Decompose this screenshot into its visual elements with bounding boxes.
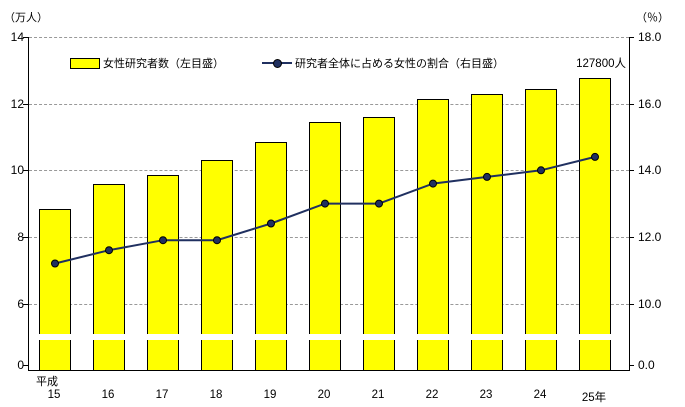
data-point-marker: [375, 199, 383, 208]
right-axis-tick-label: 14.0: [638, 163, 662, 178]
data-point-marker: [429, 179, 437, 188]
right-axis-tickmark: [629, 37, 634, 38]
bar-upper-segment: [417, 98, 449, 334]
bar-lower-segment: [309, 340, 341, 370]
right-axis-tickmark: [629, 303, 634, 305]
right-axis-tick-label: 18.0: [638, 30, 662, 44]
legend-line-label: 研究者全体に占める女性の割合（右目盛）: [295, 58, 504, 70]
data-point-marker: [213, 236, 221, 245]
data-point-marker: [159, 236, 167, 245]
gridline: [29, 37, 629, 38]
bar-upper-segment: [525, 88, 557, 334]
left-axis-tick-label: 12: [10, 96, 24, 111]
bar-upper-segment: [363, 116, 395, 334]
left-axis-tickmark: [23, 303, 28, 305]
x-axis-tick-label: 20: [317, 389, 331, 401]
right-axis-tick-label: 10.0: [638, 296, 662, 311]
x-axis-tick-label: 19: [263, 389, 277, 401]
bar-lower-segment: [147, 340, 179, 370]
right-axis-tickmark: [629, 236, 634, 238]
data-point-marker: [483, 172, 491, 181]
bar-lower-segment: [201, 340, 233, 370]
left-axis-tick-label: 10: [10, 163, 24, 178]
data-point-marker: [321, 199, 329, 208]
bar-lower-segment: [525, 340, 557, 370]
x-axis-tick-label: 15: [47, 389, 61, 401]
left-axis-tick-label: 14: [10, 30, 24, 44]
left-axis-unit-label: （万人）: [4, 12, 48, 24]
x-axis-tick-label: 25年: [581, 392, 607, 404]
right-axis-tickmark: [629, 170, 634, 172]
right-axis-tickmark: [629, 103, 634, 105]
data-point-marker: [537, 166, 545, 175]
bar-upper-segment: [309, 121, 341, 334]
right-axis-tick-label: 16.0: [638, 96, 662, 111]
x-axis-tick-label: 22: [425, 389, 439, 401]
bar-upper-segment: [255, 141, 287, 334]
ratio-trend-line: [54, 155, 596, 265]
line-series-marker-icon: [262, 58, 292, 69]
left-axis-tick-label: 0: [17, 358, 24, 372]
bar-lower-segment: [579, 340, 611, 370]
right-axis-tickmark: [629, 365, 634, 366]
bar-upper-segment: [201, 160, 233, 334]
bar-lower-segment: [255, 340, 287, 370]
right-axis-tick-label: 0.0: [638, 358, 655, 372]
legend-item-bar-series: 女性研究者数（左目盛）: [70, 55, 224, 71]
last-bar-value-annotation: 127800人: [576, 58, 626, 70]
bar-lower-segment: [417, 340, 449, 370]
left-axis-tickmark: [23, 103, 28, 105]
x-axis-tick-label: 16: [101, 389, 115, 401]
bar-upper-segment: [39, 208, 71, 334]
left-axis-tickmark: [23, 37, 28, 38]
x-axis-tick-label: 23: [479, 389, 493, 401]
legend-bar-label: 女性研究者数（左目盛）: [103, 58, 224, 70]
bar-upper-segment: [147, 175, 179, 334]
data-point-marker: [105, 246, 113, 255]
bar-upper-segment: [471, 93, 503, 334]
bar-lower-segment: [93, 340, 125, 370]
left-axis-tickmark: [23, 236, 28, 238]
gridline: [29, 103, 629, 105]
right-axis-unit-label: （％）: [636, 12, 669, 24]
data-point-marker: [51, 259, 59, 268]
plot-area: [28, 37, 630, 371]
x-axis-era-label: 平成: [36, 376, 58, 388]
left-axis-tickmark: [23, 365, 28, 366]
x-axis-tick-label: 21: [371, 389, 385, 401]
x-axis-tick-label: 18: [209, 389, 223, 401]
left-axis-tick-label: 6: [17, 296, 24, 311]
bar-upper-segment: [93, 183, 125, 334]
right-axis-tick-label: 12.0: [638, 229, 662, 244]
x-axis-tick-label: 17: [155, 389, 169, 401]
bar-lower-segment: [471, 340, 503, 370]
left-axis-tickmark: [23, 170, 28, 172]
bar-lower-segment: [39, 340, 71, 370]
bar-upper-segment: [579, 77, 611, 334]
data-point-marker: [591, 152, 599, 161]
bar-lower-segment: [363, 340, 395, 370]
left-axis-tick-label: 8: [17, 229, 24, 244]
bar-series-swatch-icon: [70, 57, 100, 69]
legend-item-line-series: 研究者全体に占める女性の割合（右目盛）: [262, 55, 504, 71]
ratio-trend-line-layer: [51, 152, 599, 268]
x-axis-tick-label: 24: [533, 389, 547, 401]
data-point-marker: [267, 219, 275, 228]
